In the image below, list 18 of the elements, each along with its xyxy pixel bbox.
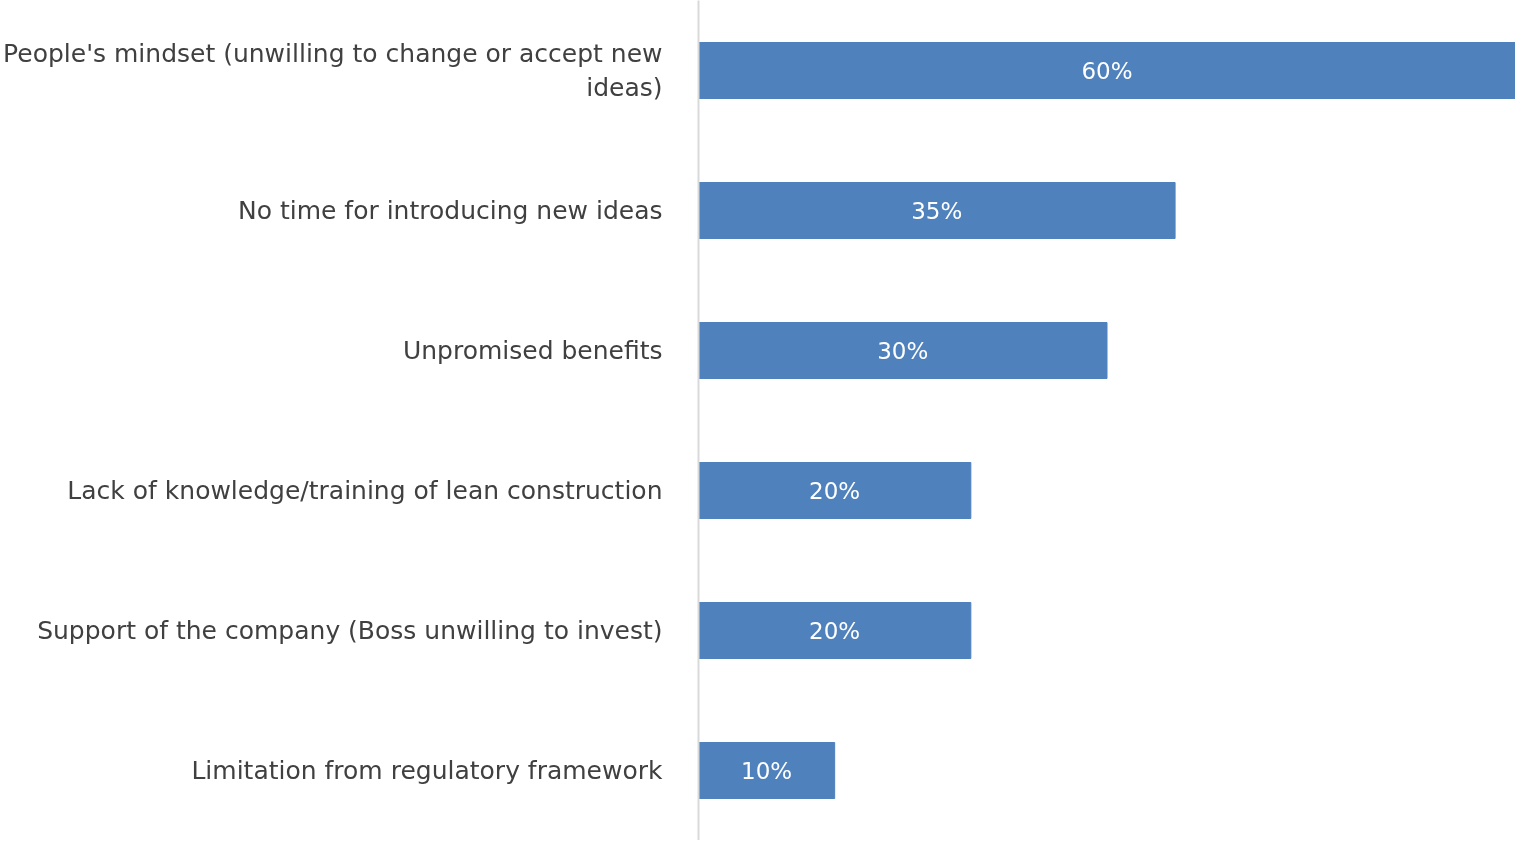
bar — [698, 602, 972, 659]
data-label: 35% — [911, 197, 963, 224]
y-tick-label: Support of the company (Boss unwilling to invest) — [37, 616, 663, 645]
data-label: 10% — [741, 757, 793, 784]
bar — [698, 322, 1108, 379]
y-tick-label: Limitation from regulatory framework — [191, 756, 664, 785]
y-tick-label: Lack of knowledge/training of lean construction — [67, 476, 663, 505]
data-label: 60% — [1081, 57, 1133, 84]
bar — [698, 182, 1176, 239]
data-label: 20% — [809, 477, 861, 504]
y-tick-label: No time for introducing new ideas — [237, 196, 663, 225]
bar — [698, 742, 836, 799]
data-label: 30% — [877, 337, 929, 364]
bar — [698, 42, 1515, 99]
data-label: 20% — [809, 617, 861, 644]
bar — [698, 462, 972, 519]
y-tick-label: People's mindset (unwilling to change or accept new ideas) — [3, 38, 663, 103]
y-tick-label: Unpromised benefits — [402, 336, 663, 365]
